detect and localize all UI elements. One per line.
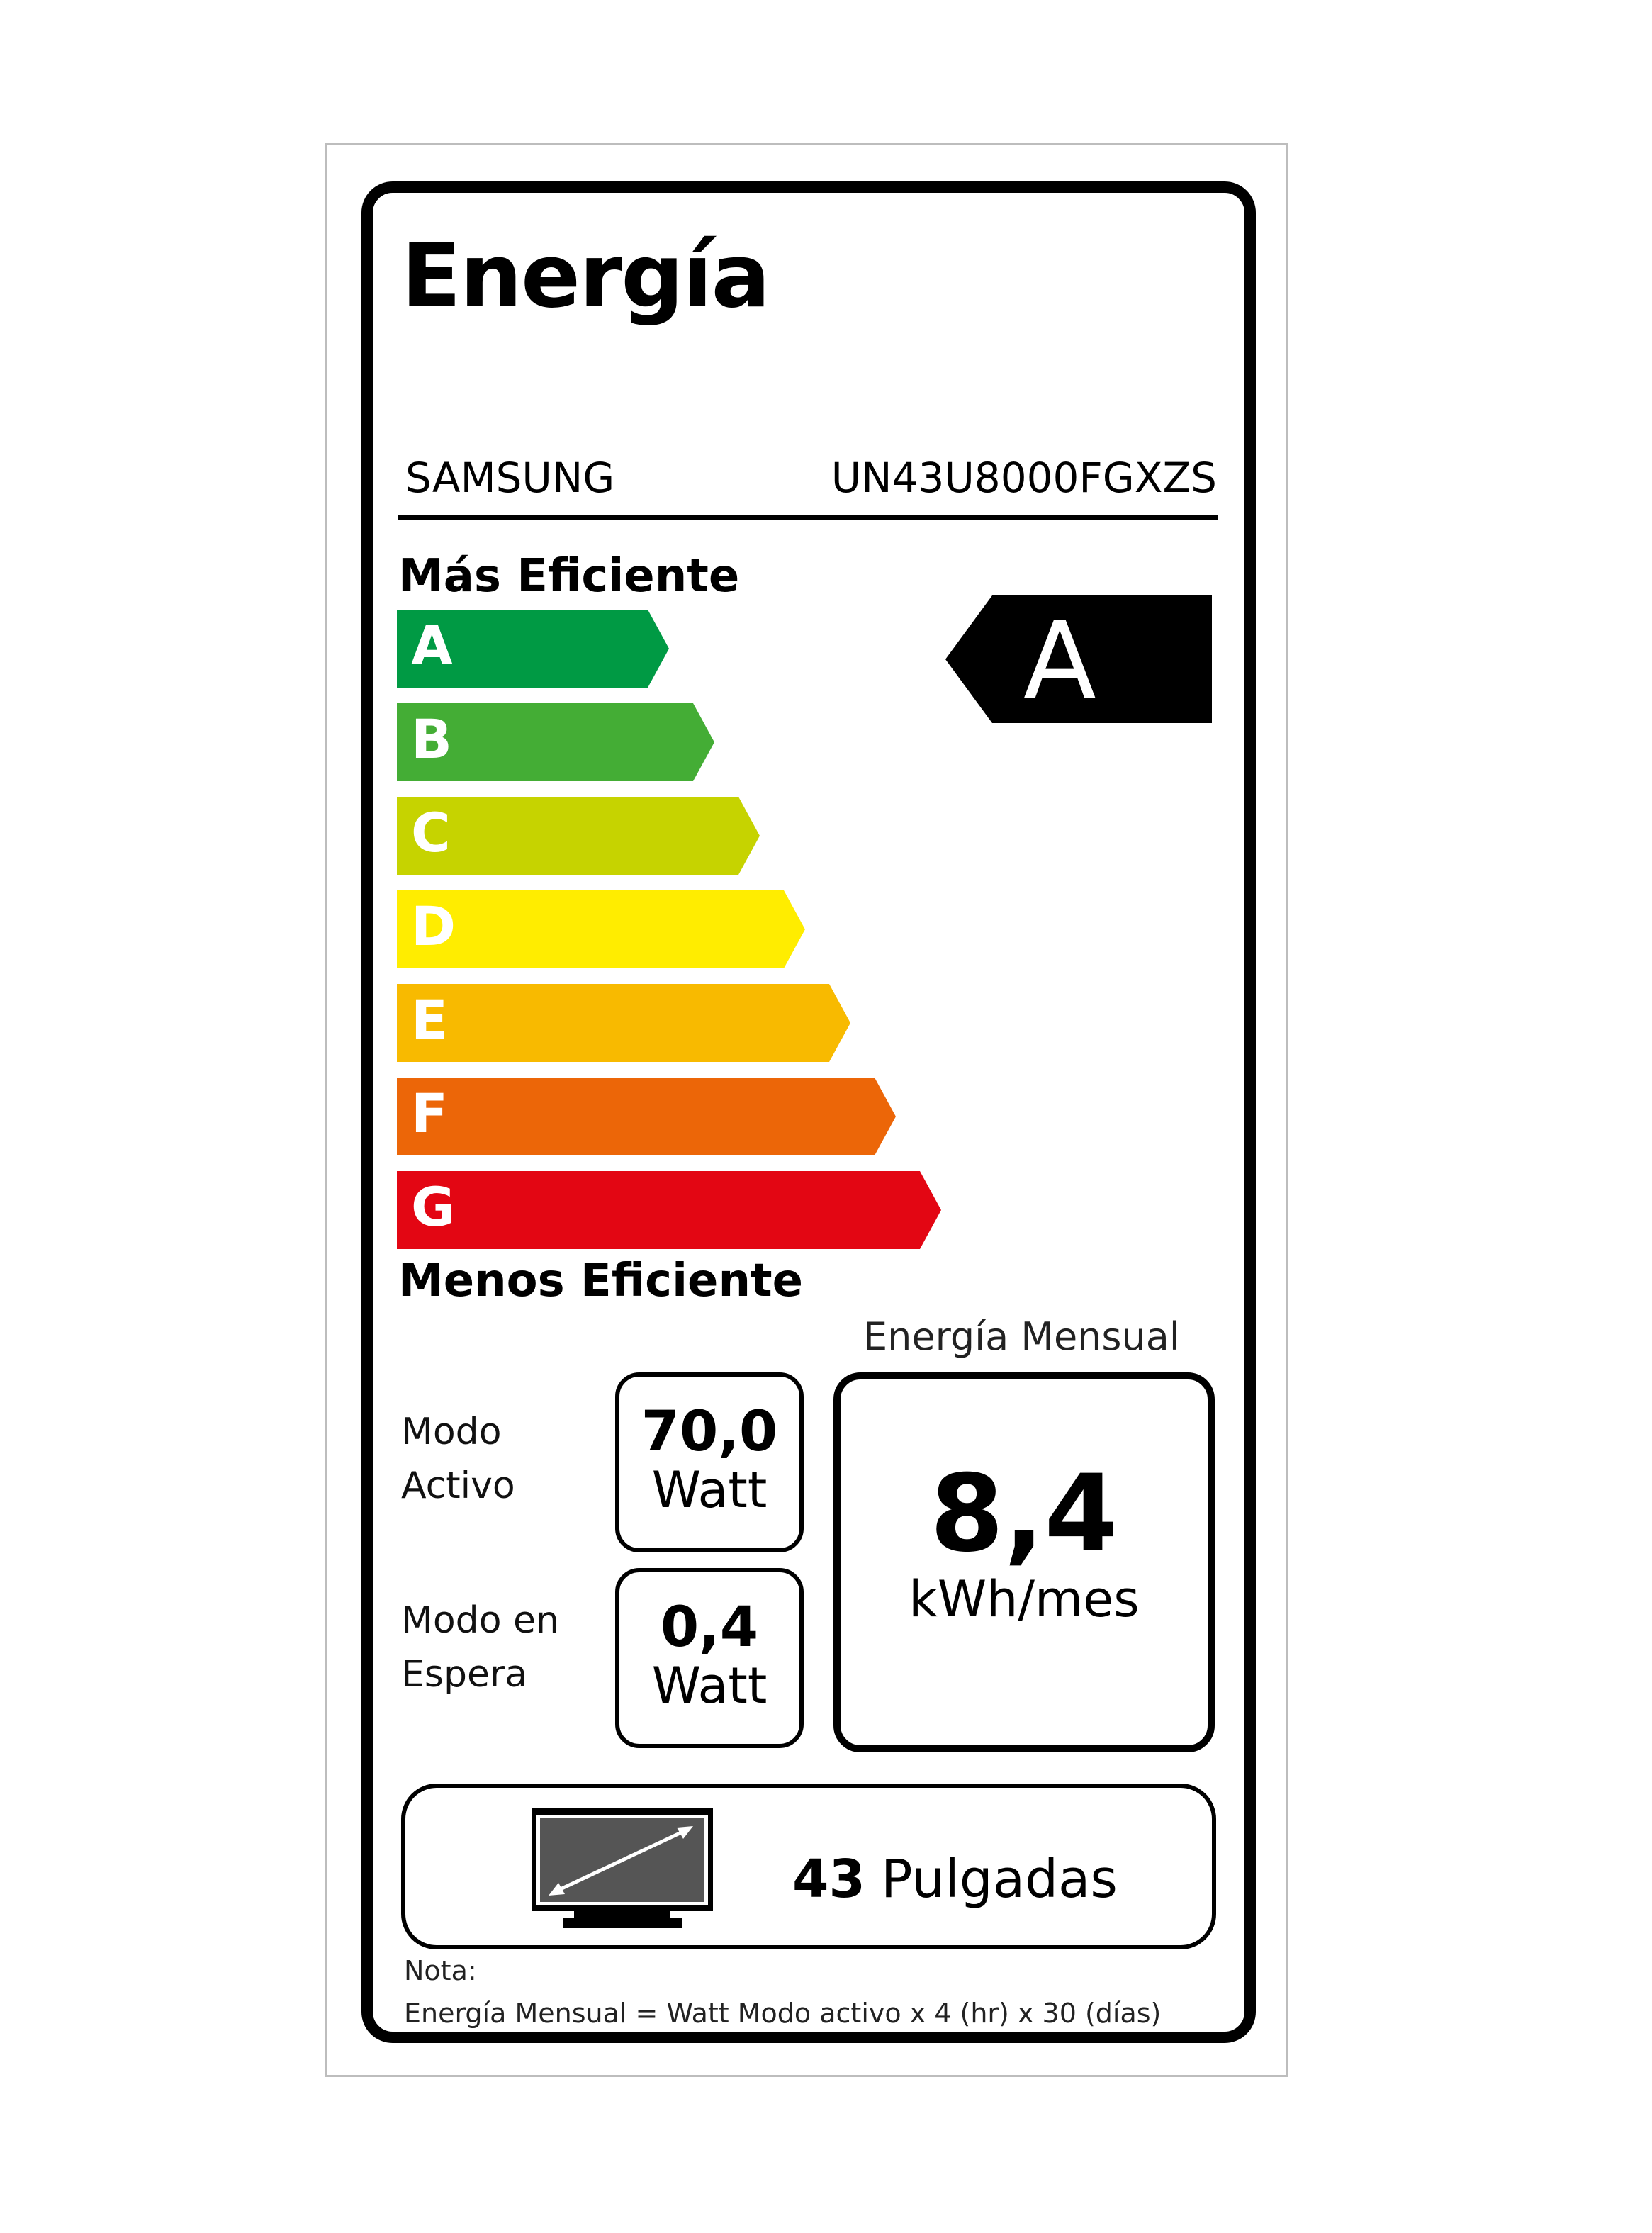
note-formula: Energía Mensual = Watt Modo activo x 4 (… <box>404 1998 1162 2029</box>
rating-letter: A <box>1023 600 1096 723</box>
monthly-energy-unit: kWh/mes <box>909 1570 1140 1628</box>
standby-mode-value: 0,4 <box>660 1596 759 1660</box>
label-frame <box>325 143 1288 2077</box>
efficiency-bar-a: A <box>397 610 669 688</box>
bar-letter: B <box>411 707 452 771</box>
efficiency-bar-e: E <box>397 984 850 1062</box>
bar-shape <box>397 703 714 781</box>
monthly-energy-box: 8,4 kWh/mes <box>833 1372 1215 1752</box>
bar-letter: G <box>411 1175 456 1238</box>
divider <box>398 515 1218 520</box>
efficiency-bar-c: C <box>397 797 760 875</box>
standby-mode-label-line2: Espera <box>401 1653 528 1696</box>
screen-size-unit: Pulgadas <box>880 1849 1118 1910</box>
bar-letter: C <box>411 801 451 864</box>
model-number: UN43U8000FGXZS <box>831 454 1217 502</box>
label-border <box>361 181 1256 2043</box>
standby-mode-unit: Watt <box>651 1657 768 1715</box>
screen-size-box <box>401 1784 1216 1949</box>
bar-shape <box>397 1078 896 1155</box>
bar-shape <box>397 610 669 688</box>
efficiency-bar-f: F <box>397 1078 896 1155</box>
bar-shape <box>397 797 760 875</box>
active-mode-label-line1: Modo <box>401 1411 502 1453</box>
bar-letter: A <box>411 614 453 677</box>
active-mode-label: Modo Activo <box>401 1405 515 1513</box>
monthly-energy-value: 8,4 <box>930 1453 1118 1576</box>
efficiency-bar-d: D <box>397 890 805 968</box>
standby-mode-label: Modo en Espera <box>401 1594 559 1701</box>
label-title: Energía <box>401 225 770 328</box>
bar-shape <box>397 984 850 1062</box>
screen-size: 43 Pulgadas <box>792 1849 1118 1910</box>
most-efficient-label: Más Eficiente <box>398 550 740 603</box>
efficiency-bar-g: G <box>397 1171 941 1249</box>
tv-diagonal-icon <box>532 1808 713 1931</box>
monthly-energy-label: Energía Mensual <box>863 1314 1180 1359</box>
active-mode-value: 70,0 <box>641 1400 778 1464</box>
bar-shape <box>397 1171 941 1249</box>
bar-letter: F <box>411 1082 448 1145</box>
active-mode-box: 70,0 Watt <box>615 1372 804 1552</box>
active-mode-unit: Watt <box>651 1461 768 1519</box>
brand-name: SAMSUNG <box>405 454 615 502</box>
screen-size-value: 43 <box>792 1849 865 1910</box>
rating-indicator: A <box>945 595 1212 726</box>
standby-mode-box: 0,4 Watt <box>615 1568 804 1748</box>
standby-mode-label-line1: Modo en <box>401 1599 559 1642</box>
bar-letter: D <box>411 895 456 958</box>
bar-letter: E <box>411 988 448 1051</box>
rating-arrow-shape <box>945 595 1212 723</box>
efficiency-bar-b: B <box>397 703 714 781</box>
least-efficient-label: Menos Eficiente <box>398 1255 803 1307</box>
bar-shape <box>397 890 805 968</box>
note-label: Nota: <box>404 1955 477 1986</box>
active-mode-label-line2: Activo <box>401 1465 515 1507</box>
